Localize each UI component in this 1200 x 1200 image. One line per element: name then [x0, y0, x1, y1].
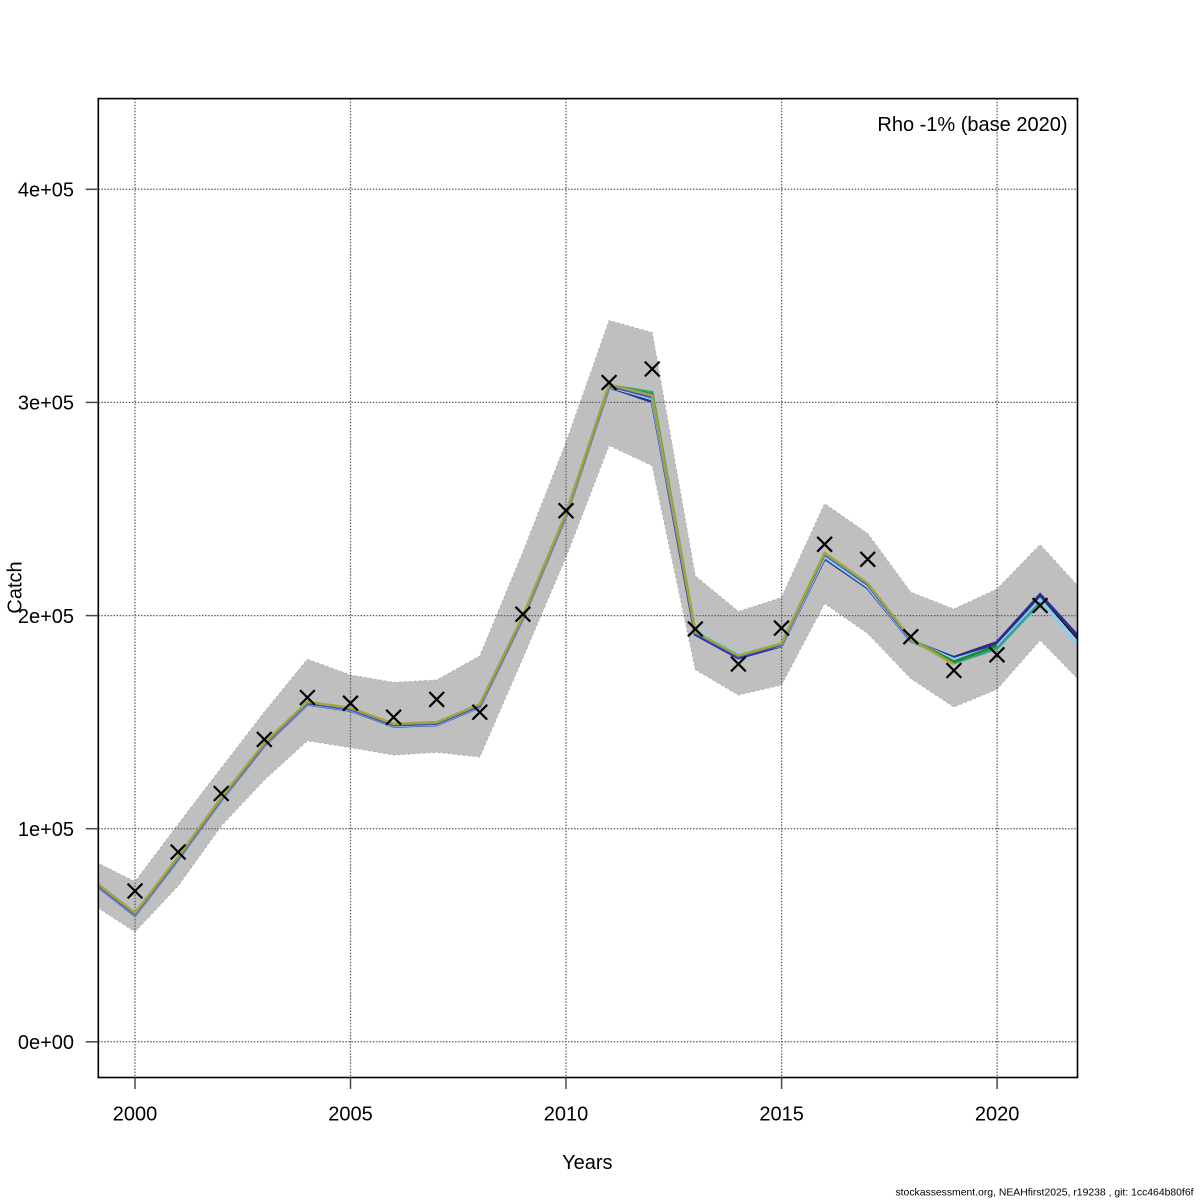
svg-text:Rho -1% (base 2020): Rho -1% (base 2020): [877, 114, 1067, 136]
svg-text:3e+05: 3e+05: [18, 393, 74, 415]
svg-text:2015: 2015: [759, 1104, 804, 1126]
svg-text:2020: 2020: [975, 1104, 1020, 1126]
svg-text:2000: 2000: [113, 1104, 158, 1126]
svg-text:Catch: Catch: [5, 561, 27, 613]
svg-text:2005: 2005: [328, 1104, 373, 1126]
svg-text:stockassessment.org, NEAHfirst: stockassessment.org, NEAHfirst2025, r192…: [895, 1188, 1193, 1199]
svg-text:1e+05: 1e+05: [18, 819, 74, 841]
svg-text:2e+05: 2e+05: [18, 606, 74, 628]
svg-text:Years: Years: [562, 1152, 612, 1174]
svg-text:4e+05: 4e+05: [18, 180, 74, 202]
svg-text:2010: 2010: [544, 1104, 589, 1126]
svg-text:0e+00: 0e+00: [18, 1032, 74, 1054]
